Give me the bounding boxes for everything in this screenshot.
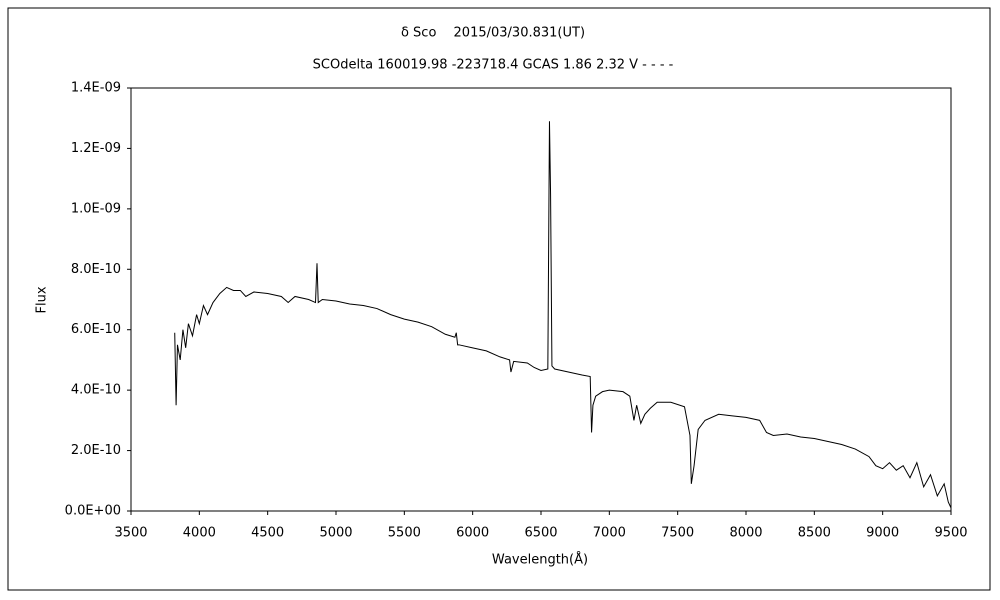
x-tick-label: 6500 — [524, 526, 557, 541]
y-tick-label: 1.0E-09 — [71, 201, 121, 216]
x-axis-label: Wavelength(Å) — [492, 552, 588, 568]
y-tick-label: 8.0E-10 — [71, 262, 121, 277]
x-tick-label: 5500 — [388, 526, 421, 541]
y-tick-label: 1.2E-09 — [71, 141, 121, 156]
spectrum-line — [174, 121, 952, 509]
x-tick-label: 5000 — [319, 526, 352, 541]
chart-title: δ Sco 2015/03/30.831(UT) — [401, 26, 585, 41]
x-tick-label: 6000 — [456, 526, 489, 541]
y-tick-label: 4.0E-10 — [71, 383, 121, 398]
y-tick-label: 0.0E+00 — [65, 504, 121, 519]
x-tick-label: 8000 — [729, 526, 762, 541]
x-tick-label: 9000 — [866, 526, 899, 541]
chart-subtitle: SCOdelta 160019.98 -223718.4 GCAS 1.86 2… — [313, 58, 674, 73]
y-tick-label: 1.4E-09 — [71, 81, 121, 96]
y-tick-label: 2.0E-10 — [71, 443, 121, 458]
x-tick-label: 7500 — [661, 526, 694, 541]
chart-frame — [7, 7, 991, 591]
x-tick-label: 4000 — [183, 526, 216, 541]
x-tick-label: 7000 — [593, 526, 626, 541]
x-tick-label: 8500 — [798, 526, 831, 541]
x-tick-label: 3500 — [114, 526, 147, 541]
y-tick-label: 6.0E-10 — [71, 322, 121, 337]
plot-area — [130, 87, 952, 512]
y-axis-label: Flux — [35, 286, 50, 313]
x-tick-label: 9500 — [934, 526, 967, 541]
x-tick-label: 4500 — [251, 526, 284, 541]
